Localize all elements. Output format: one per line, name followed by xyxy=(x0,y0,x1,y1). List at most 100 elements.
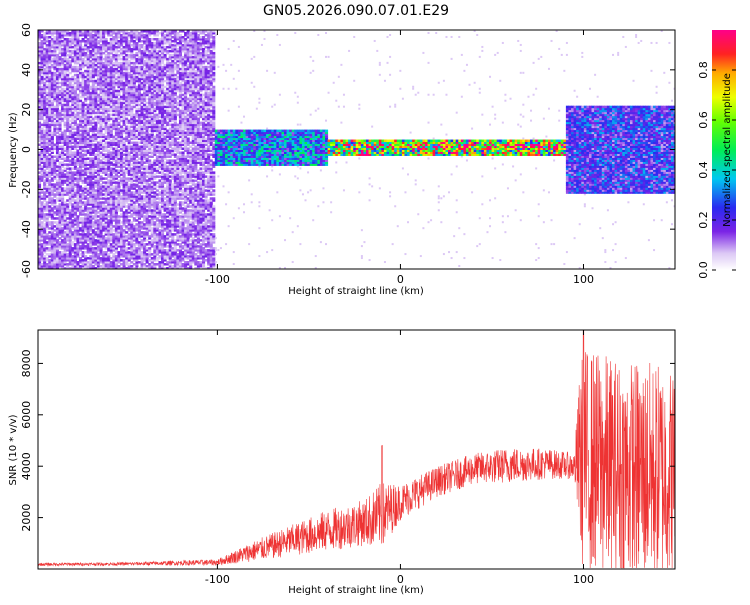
spectrogram-cell xyxy=(114,259,118,262)
spectrogram-cell xyxy=(38,193,42,196)
spectrogram-cell xyxy=(50,253,54,256)
spectrogram-cell xyxy=(68,159,72,162)
spectrogram-cell xyxy=(68,253,72,256)
spectrogram-cell xyxy=(86,217,90,220)
spectrogram-cell xyxy=(104,159,108,162)
spectrogram-cell xyxy=(125,221,129,224)
spectrogram-cell xyxy=(40,235,44,238)
spectrogram-cell xyxy=(148,77,152,81)
spectrogram-cell xyxy=(132,209,136,212)
spectrogram-cell xyxy=(137,103,142,107)
spectrogram-cell xyxy=(61,233,65,236)
spectrogram-cell xyxy=(148,197,152,200)
spectrogram-cell xyxy=(76,159,80,162)
spectrogram-cell xyxy=(140,153,144,156)
spectrogram-cell xyxy=(94,251,98,254)
spectrogram-cell xyxy=(109,141,113,145)
spectrogram-cell xyxy=(40,207,44,210)
spectrogram-cell xyxy=(48,83,52,87)
spectrogram-cell xyxy=(76,59,80,63)
spectrogram-cell xyxy=(55,243,60,246)
spectrogram-cell xyxy=(48,211,52,214)
spectrogram-cell xyxy=(143,83,147,87)
spectrogram-cell xyxy=(122,91,126,95)
spectrogram-cell xyxy=(71,67,75,71)
spectrogram-cell xyxy=(43,129,47,133)
spectrogram-cell xyxy=(84,255,88,258)
spectrogram-cell xyxy=(86,77,90,81)
spectrogram-cell xyxy=(143,197,147,200)
spectrogram-cell xyxy=(107,133,111,137)
spectrogram-cell xyxy=(81,223,85,226)
spectrogram-cell xyxy=(79,265,83,268)
spectrogram-cell xyxy=(45,205,49,208)
spectrogram-cell xyxy=(43,185,47,188)
spectrogram-cell xyxy=(140,199,144,202)
spectrogram-cell xyxy=(66,103,70,107)
spectrogram-cell xyxy=(96,49,101,53)
spectrogram-cell xyxy=(107,67,111,71)
spectrogram-cell xyxy=(114,163,118,166)
spectrogram-cell xyxy=(137,147,142,150)
spectrogram-cell xyxy=(135,75,139,79)
spectrogram-cell xyxy=(117,257,121,260)
spectrogram-cell xyxy=(50,267,54,269)
spectrogram-cell xyxy=(66,259,70,262)
spectrogram-cell xyxy=(61,157,65,160)
spectrogram-cell xyxy=(161,111,165,115)
spectrogram-cell xyxy=(89,97,93,101)
spectrogram-cell xyxy=(145,89,149,93)
spectrogram-cell xyxy=(161,203,165,206)
spectrogram-cell xyxy=(53,247,57,250)
spectrogram-cell xyxy=(158,91,162,95)
spectrogram-cell xyxy=(140,145,144,149)
spectrogram-cell xyxy=(66,221,70,224)
spectrogram-cell xyxy=(99,59,103,63)
spectrogram-cell xyxy=(107,30,111,33)
spectrogram-cell xyxy=(94,87,98,91)
spectrogram-cell xyxy=(55,123,60,127)
spectrogram-cell xyxy=(120,183,124,186)
spectrogram-cell xyxy=(76,51,80,55)
spectrogram-cell xyxy=(130,245,134,248)
spectrogram-cell xyxy=(63,219,67,222)
spectrogram-cell xyxy=(48,53,52,57)
spectrogram-cell xyxy=(127,113,131,117)
spectrogram-cell xyxy=(94,107,98,111)
spectrogram-cell xyxy=(102,255,106,258)
spectrogram-cell xyxy=(125,249,129,252)
spectrogram-cell xyxy=(48,259,52,262)
spectrogram-cell xyxy=(55,53,60,57)
spectrogram-cell xyxy=(153,191,157,194)
spectrogram-cell xyxy=(120,163,124,166)
spectrogram-cell xyxy=(66,73,70,77)
spectrogram-cell xyxy=(161,267,165,269)
spectrogram-cell xyxy=(84,119,88,123)
spectrogram-cell xyxy=(130,133,134,137)
spectrogram-cell xyxy=(81,61,85,65)
spectrogram-cell xyxy=(104,201,108,204)
spectrogram-cell xyxy=(99,107,103,111)
spectrogram-cell xyxy=(94,261,98,264)
spectrogram-cell xyxy=(73,95,77,99)
spectrogram-cell xyxy=(53,133,57,137)
spectrogram-cell xyxy=(61,39,65,43)
spectrogram-cell xyxy=(99,61,103,65)
spectrogram-cell xyxy=(109,243,113,246)
spectrogram-cell xyxy=(89,30,93,33)
spectrogram-cell xyxy=(130,167,134,170)
spectrogram-cell xyxy=(112,157,116,160)
spectrogram-cell xyxy=(86,239,90,242)
spectrogram-cell xyxy=(109,75,113,79)
spectrogram-cell xyxy=(104,261,108,264)
spectrogram-cell xyxy=(40,51,44,55)
spectrogram-cell xyxy=(107,221,111,224)
spectrogram-cell xyxy=(99,55,103,59)
spectrogram-cell xyxy=(40,141,44,145)
spectrogram-cell xyxy=(135,211,139,214)
spectrogram-cell xyxy=(58,99,62,103)
spectrogram-cell xyxy=(84,203,88,206)
spectrogram-cell xyxy=(96,111,101,115)
spectrogram-cell xyxy=(71,69,75,73)
spectrogram-cell xyxy=(79,239,83,242)
